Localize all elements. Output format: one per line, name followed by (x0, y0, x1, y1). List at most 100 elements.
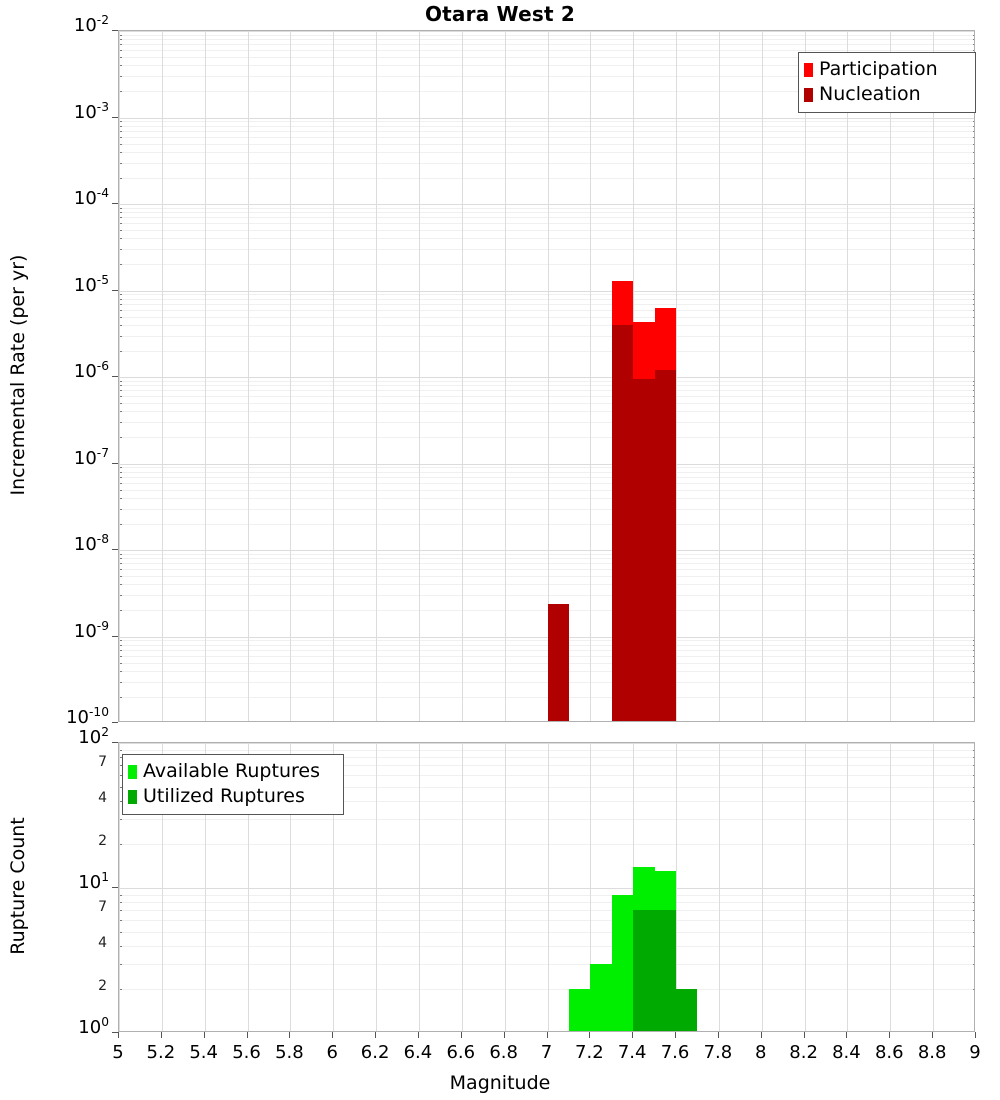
y-tick-minor (119, 324, 122, 326)
y-tick-minor (973, 212, 974, 214)
gridline-horizontal-minor (119, 350, 974, 352)
y-tick-minor (119, 757, 122, 759)
y-tick-minor (119, 316, 122, 318)
gridline-horizontal-minor (119, 818, 974, 820)
bar-nucleation (633, 378, 655, 721)
legend-item-utilized-ruptures[interactable]: Utilized Ruptures (128, 784, 337, 809)
gridline-horizontal-minor (119, 249, 974, 251)
y-tick-minor (973, 553, 974, 555)
legend-label-participation: Participation (819, 58, 938, 80)
x-tick-label: 6.8 (489, 1042, 518, 1063)
gridline-horizontal (119, 377, 974, 378)
x-tick-major (889, 1032, 891, 1038)
gridline-horizontal-minor (119, 303, 974, 305)
bar-nucleation (547, 603, 569, 721)
gridline-horizontal-minor (119, 681, 974, 683)
y-tick-major (112, 289, 118, 291)
y-tick-minor (119, 576, 122, 578)
y-tick-minor (119, 558, 122, 560)
gridline-vertical (847, 31, 849, 721)
gridline-horizontal-minor (119, 775, 974, 777)
gridline-horizontal-minor (119, 800, 974, 802)
y-tick-minor (119, 238, 122, 240)
y-tick-minor (119, 818, 122, 820)
y-tick-minor (119, 177, 122, 179)
gridline-horizontal-minor (119, 910, 974, 912)
y-tick-minor (119, 130, 122, 132)
gridline-vertical (847, 743, 849, 1031)
y-tick-minor (119, 385, 122, 387)
participation-color-swatch (804, 62, 813, 77)
y-tick-minor (973, 563, 974, 565)
y-tick-minor (973, 151, 974, 153)
gridline-vertical (547, 31, 549, 721)
gridline-horizontal-minor (119, 786, 974, 788)
x-tick-label: 7.2 (575, 1042, 604, 1063)
x-tick-major (846, 1032, 848, 1038)
legend-item-participation[interactable]: Participation (804, 57, 969, 82)
y-tick-minor (973, 467, 974, 469)
y-tick-minor (119, 207, 122, 209)
gridline-horizontal-minor (119, 920, 974, 922)
y-tick-minor (119, 422, 122, 424)
y-tick-minor (119, 350, 122, 352)
y-tick-minor (119, 57, 122, 59)
gridline-vertical (247, 743, 249, 1031)
y-tick-minor (119, 482, 122, 484)
y-tick-major (112, 1032, 118, 1033)
gridline-horizontal (119, 290, 974, 292)
y-tick-minor (119, 989, 122, 991)
gridline-horizontal-minor (119, 65, 974, 67)
x-tick-major (246, 1032, 248, 1038)
gridline-horizontal-minor (119, 670, 974, 672)
y-tick-minor (973, 595, 974, 597)
gridline-horizontal-minor (119, 403, 974, 405)
y-tick-minor (119, 489, 122, 491)
bar-available-ruptures (590, 963, 612, 1031)
y-tick-minor (973, 576, 974, 578)
y-tick-label-top: 10-6 (73, 359, 109, 382)
gridline-vertical (204, 743, 206, 1031)
y-tick-minor (973, 403, 974, 405)
y-tick-minor (973, 696, 974, 698)
legend-label-nucleation: Nucleation (819, 83, 921, 105)
y-tick-minor (973, 385, 974, 387)
y-tick-minor (119, 143, 122, 145)
y-tick-major (112, 116, 118, 118)
y-tick-minor (119, 662, 122, 664)
x-tick-label: 8 (755, 1042, 767, 1063)
gridline-horizontal-minor (119, 553, 974, 555)
y-tick-label-top: 10-5 (73, 272, 109, 296)
gridline-horizontal-minor (119, 34, 974, 36)
legend-item-available-ruptures[interactable]: Available Ruptures (128, 759, 337, 784)
gridline-horizontal-minor (119, 595, 974, 597)
gridline-vertical (804, 31, 806, 721)
gridline-vertical (590, 743, 592, 1031)
gridline-horizontal-minor (119, 151, 974, 153)
y-tick-minor (973, 390, 974, 392)
gridline-horizontal-minor (119, 563, 974, 565)
gridline-vertical (547, 743, 549, 1031)
y-tick-minor (973, 316, 974, 318)
y-tick-minor (973, 508, 974, 510)
legend-item-nucleation[interactable]: Nucleation (804, 82, 969, 107)
y-tick-minor (973, 800, 974, 802)
gridline-horizontal-minor (119, 50, 974, 52)
gridline-horizontal-minor (119, 177, 974, 179)
y-tick-major (112, 722, 118, 723)
gridline-horizontal-minor (119, 489, 974, 491)
y-tick-minor (119, 264, 122, 266)
gridline-horizontal-minor (119, 324, 974, 326)
y-tick-minor (973, 610, 974, 612)
gridline-vertical (376, 743, 378, 1031)
y-tick-minor (119, 39, 122, 41)
y-tick-minor (119, 670, 122, 672)
gridline-horizontal-minor (119, 411, 974, 413)
y-tick-minor (119, 902, 122, 904)
y-tick-minor (119, 217, 122, 219)
y-tick-minor (973, 223, 974, 225)
gridline-horizontal-minor (119, 44, 974, 46)
y-tick-minor (119, 309, 122, 311)
x-axis-label: Magnitude (449, 1072, 551, 1094)
gridline-horizontal-minor (119, 309, 974, 311)
